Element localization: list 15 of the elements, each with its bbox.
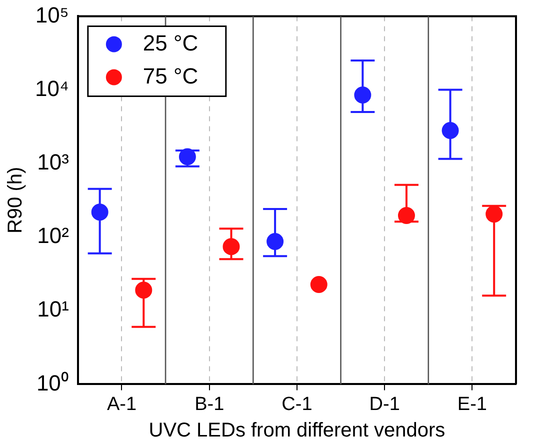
x-tick-label: D-1 (369, 394, 400, 415)
x-tick-label: C-1 (282, 394, 312, 415)
y-axis-title: R90 (h) (4, 166, 27, 234)
y-tick-label: 10² (37, 223, 69, 248)
x-tick-label: B-1 (194, 394, 224, 415)
x-tick-label: A-1 (106, 394, 137, 415)
legend-label: 75 °C (142, 63, 198, 88)
y-tick-label: 10³ (37, 149, 69, 174)
y-tick-label: 10⁵ (35, 2, 69, 28)
y-tick-label: 10⁰ (36, 370, 69, 396)
x-tick-label: E-1 (457, 394, 487, 415)
x-axis-title: UVC LEDs from different vendors (148, 420, 446, 442)
y-tick-label: 10⁴ (34, 76, 69, 101)
legend-label: 25 °C (142, 30, 198, 56)
y-tick-label: 10¹ (37, 296, 69, 322)
